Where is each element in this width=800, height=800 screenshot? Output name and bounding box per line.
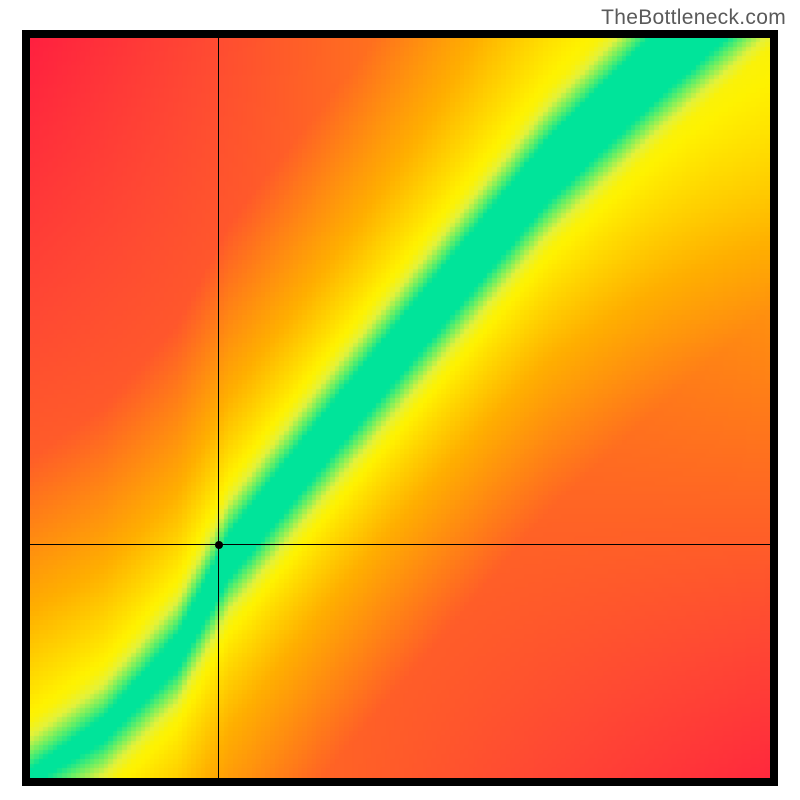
crosshair-marker xyxy=(215,541,223,549)
crosshair-vertical xyxy=(218,38,219,778)
chart-container: TheBottleneck.com xyxy=(0,0,800,800)
crosshair-horizontal xyxy=(30,544,770,545)
heatmap-canvas xyxy=(30,38,770,778)
plot-area xyxy=(30,38,770,778)
watermark-text: TheBottleneck.com xyxy=(601,6,786,30)
